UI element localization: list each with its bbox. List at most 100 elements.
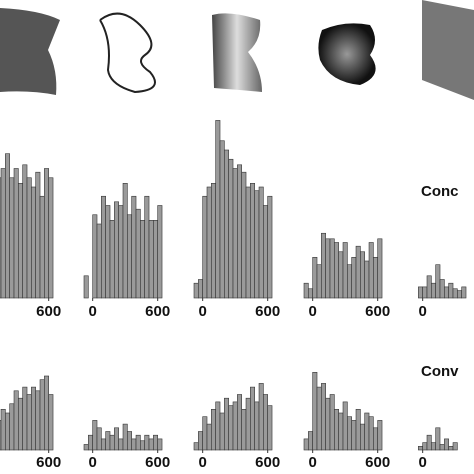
bar [360,251,365,299]
bar [148,220,154,299]
row-label: Conv [421,363,459,380]
bar [241,171,247,299]
x-tick-label: 600 [145,454,170,471]
bar [13,168,19,299]
x-tick-label: 600 [36,454,61,471]
x-tick-label: 600 [255,454,280,471]
bar [122,423,128,451]
bar [426,275,432,299]
bar [224,397,229,451]
bar [431,282,436,299]
bar [267,405,273,451]
bar [0,408,6,451]
bar [215,120,221,299]
bar [431,442,436,451]
bar [308,431,313,451]
bar [39,379,45,451]
bar [211,183,216,299]
bar [18,397,23,451]
bar [368,416,374,451]
bar [118,205,124,299]
bar [144,434,150,451]
bar [31,386,36,451]
shape-image [212,13,262,92]
bar [325,238,331,299]
bar [342,242,348,299]
bar [5,153,10,299]
bar [206,423,212,451]
bar [127,214,132,299]
x-tick-label: 600 [36,303,61,320]
bar [211,408,216,451]
bar [198,279,203,299]
bar [153,220,158,299]
bar [101,438,106,451]
bar [92,214,98,299]
bar [418,286,423,299]
x-tick-label: 0 [308,454,316,471]
bar [237,394,242,451]
bar [338,251,344,299]
bar [329,394,335,451]
bar [228,405,234,451]
bar [258,383,264,451]
x-tick-label: 600 [365,454,390,471]
bar [96,427,102,451]
x-tick-label: 0 [88,303,96,320]
x-tick-label: 600 [365,303,390,320]
bar [31,186,36,299]
bar [44,375,49,451]
bar [452,442,458,451]
bar [351,256,357,299]
x-tick-label: 0 [418,303,426,320]
bar [135,208,141,299]
bar [0,168,6,299]
bar [193,442,199,451]
bar [321,383,326,451]
bar [135,434,141,451]
bar [39,195,45,299]
bar [373,256,378,299]
bar [26,177,32,299]
bar [219,412,225,451]
bar [122,183,128,299]
bar [157,205,163,299]
bar [22,164,28,299]
shape-images [0,0,474,100]
bar [418,445,423,451]
bar [9,403,15,451]
bar [263,205,268,299]
bar [303,282,309,299]
shape-image [99,12,156,94]
bar [22,386,28,451]
bar [303,438,309,451]
bar [140,440,145,451]
bar [202,416,208,451]
bar [48,394,54,451]
bar [219,140,225,299]
bar [422,442,428,451]
bar [308,288,313,299]
x-tick-label: 0 [308,303,316,320]
bar [448,282,454,299]
bar [422,286,428,299]
bar [83,275,89,299]
bar [114,201,119,299]
bar [140,220,145,299]
bar [131,195,137,299]
bar [316,264,322,299]
bar [18,183,23,299]
bar [448,445,454,451]
bar [26,394,32,451]
bar [202,195,208,299]
bar [157,438,163,451]
bar [338,412,344,451]
bar [88,434,93,451]
bar [334,242,339,299]
bar [105,431,111,451]
bar [109,220,115,299]
bar [245,186,251,299]
bar [439,279,445,299]
bar [439,444,445,451]
